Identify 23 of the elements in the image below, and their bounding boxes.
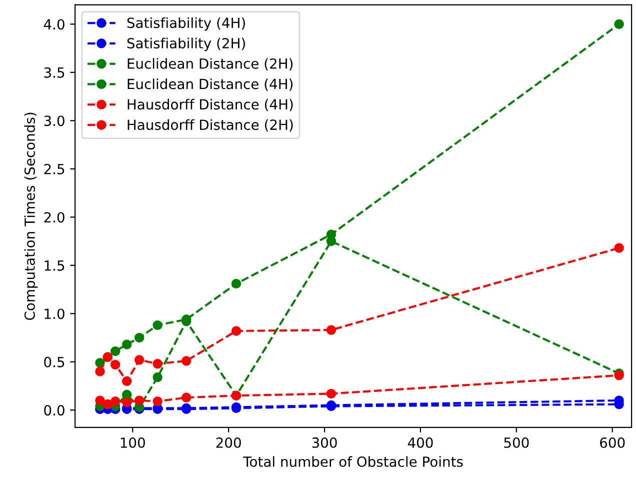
legend-label: Euclidean Distance (4H) bbox=[128, 78, 293, 91]
y-axis-title: Computation Times (Seconds) bbox=[24, 112, 38, 320]
y-tick-label: 3.0 bbox=[44, 116, 64, 126]
legend-label: Euclidean Distance (2H) bbox=[128, 58, 293, 70]
x-tick-label: 400 bbox=[408, 437, 433, 448]
y-tick-label: 2.0 bbox=[44, 212, 64, 223]
y-tick-label: 0.0 bbox=[44, 405, 64, 416]
legend-label: Satisfiability (2H) bbox=[127, 38, 245, 52]
y-tick-label: 1.5 bbox=[44, 260, 64, 271]
y-tick-label: 2.5 bbox=[44, 164, 64, 174]
x-axis-title: Total number of Obstacle Points bbox=[243, 456, 463, 467]
x-tick-label: 300 bbox=[312, 437, 337, 448]
x-tick-label: 100 bbox=[120, 437, 145, 448]
x-tick-label: 200 bbox=[216, 437, 241, 448]
y-tick-label: 1.0 bbox=[44, 308, 64, 320]
legend-label: Satisfiability (4H) bbox=[127, 17, 245, 31]
x-tick-label: 600 bbox=[600, 437, 625, 448]
x-tick-label: 500 bbox=[504, 437, 529, 448]
y-tick-label: 0.5 bbox=[44, 356, 64, 368]
y-tick-label: 3.5 bbox=[44, 67, 64, 78]
legend-label: Hausdorff Distance (2H) bbox=[128, 119, 293, 132]
y-tick-label: 4.0 bbox=[44, 19, 64, 30]
legend-label: Hausdorff Distance (4H) bbox=[128, 98, 293, 112]
